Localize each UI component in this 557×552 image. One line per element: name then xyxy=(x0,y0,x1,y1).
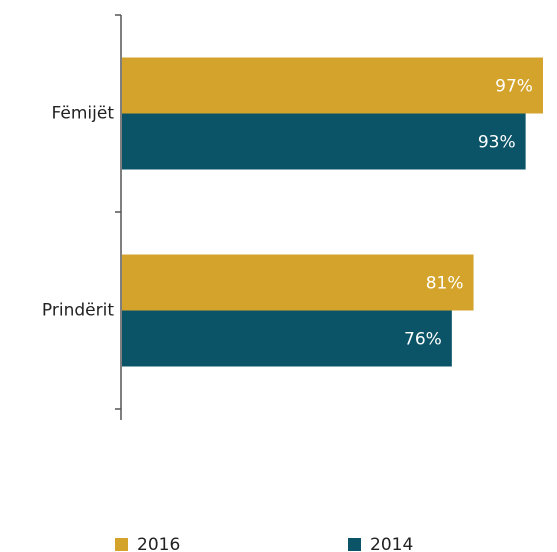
bar xyxy=(122,310,452,367)
value-label: 81% xyxy=(426,274,464,294)
legend-label: 2016 xyxy=(137,535,180,552)
value-label: 76% xyxy=(404,330,442,350)
bar xyxy=(122,254,474,311)
y-tick-label: Prindërit xyxy=(42,301,114,321)
y-tick-label: Fëmijët xyxy=(52,104,115,124)
legend-swatch xyxy=(115,538,128,551)
legend-swatch xyxy=(348,538,361,551)
bar xyxy=(122,113,526,170)
value-label: 97% xyxy=(495,77,533,97)
value-label: 93% xyxy=(478,133,516,153)
bar xyxy=(122,57,543,114)
legend-label: 2014 xyxy=(370,535,413,552)
